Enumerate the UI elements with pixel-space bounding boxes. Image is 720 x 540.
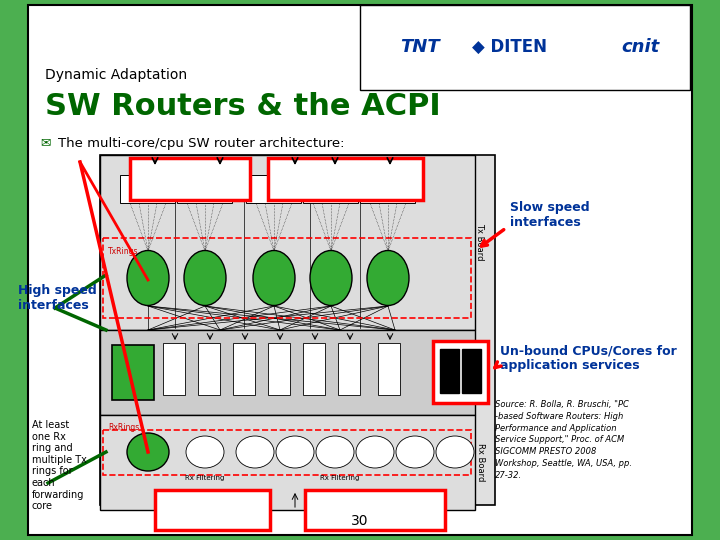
- Bar: [360, 175, 415, 203]
- Ellipse shape: [186, 436, 224, 468]
- Text: MUX: MUX: [197, 186, 213, 192]
- Text: MUX: MUX: [140, 186, 156, 192]
- Text: MUX: MUX: [266, 186, 282, 192]
- Bar: [303, 343, 325, 395]
- Text: SW Routers & the ACPI: SW Routers & the ACPI: [45, 92, 441, 121]
- Bar: [198, 343, 220, 395]
- Bar: [433, 341, 488, 403]
- Bar: [440, 349, 459, 393]
- Bar: [462, 349, 481, 393]
- Text: MUX: MUX: [323, 186, 339, 192]
- Bar: [130, 158, 250, 200]
- Ellipse shape: [436, 436, 474, 468]
- Text: Source: R. Bolla, R. Bruschi, "PC
-based Software Routers: High
Performance and : Source: R. Bolla, R. Bruschi, "PC -based…: [495, 400, 632, 480]
- Text: TxRings: TxRings: [108, 247, 138, 256]
- Ellipse shape: [310, 251, 352, 306]
- Bar: [305, 490, 445, 530]
- Text: Dynamic Adaptation: Dynamic Adaptation: [45, 68, 187, 82]
- Text: Rx Filtering: Rx Filtering: [320, 475, 360, 481]
- Bar: [100, 415, 475, 510]
- Bar: [155, 490, 270, 530]
- Text: ◆ DITEN: ◆ DITEN: [472, 38, 547, 56]
- Bar: [103, 430, 471, 475]
- Bar: [268, 158, 423, 200]
- Bar: [100, 155, 475, 330]
- Bar: [360, 5, 690, 90]
- Text: TNT: TNT: [400, 38, 440, 56]
- Text: Slow speed
interfaces: Slow speed interfaces: [510, 201, 590, 229]
- Text: The multi-core/cpu SW router architecture:: The multi-core/cpu SW router architectur…: [58, 137, 344, 150]
- Text: MUX: MUX: [380, 186, 396, 192]
- Bar: [303, 175, 358, 203]
- Bar: [120, 175, 175, 203]
- Bar: [378, 343, 400, 395]
- Text: ✉: ✉: [40, 137, 50, 150]
- Ellipse shape: [367, 251, 409, 306]
- Ellipse shape: [316, 436, 354, 468]
- Bar: [177, 175, 232, 203]
- Ellipse shape: [236, 436, 274, 468]
- Ellipse shape: [396, 436, 434, 468]
- Bar: [246, 175, 301, 203]
- Text: Un-bound CPUs/Cores for
application services: Un-bound CPUs/Cores for application serv…: [500, 344, 677, 372]
- Bar: [233, 343, 255, 395]
- Bar: [112, 345, 154, 400]
- Text: Rx Filtering: Rx Filtering: [185, 475, 225, 481]
- Bar: [163, 343, 185, 395]
- Ellipse shape: [253, 251, 295, 306]
- Text: CPU Master: CPU Master: [475, 350, 485, 394]
- Bar: [100, 155, 495, 505]
- Text: 30: 30: [351, 514, 369, 528]
- Bar: [103, 238, 471, 318]
- Ellipse shape: [356, 436, 394, 468]
- Ellipse shape: [276, 436, 314, 468]
- Text: High speed
interfaces: High speed interfaces: [18, 284, 96, 312]
- Bar: [268, 343, 290, 395]
- Bar: [338, 343, 360, 395]
- Text: cnit: cnit: [621, 38, 659, 56]
- Ellipse shape: [127, 433, 169, 471]
- Text: Tx Board: Tx Board: [475, 223, 485, 261]
- Ellipse shape: [127, 251, 169, 306]
- Text: RxRings: RxRings: [108, 422, 139, 431]
- Text: At least
one Rx
ring and
multiple Tx
rings for
each
forwarding
core: At least one Rx ring and multiple Tx rin…: [32, 420, 87, 511]
- Bar: [100, 330, 475, 415]
- Ellipse shape: [184, 251, 226, 306]
- Text: Rx Board: Rx Board: [475, 443, 485, 481]
